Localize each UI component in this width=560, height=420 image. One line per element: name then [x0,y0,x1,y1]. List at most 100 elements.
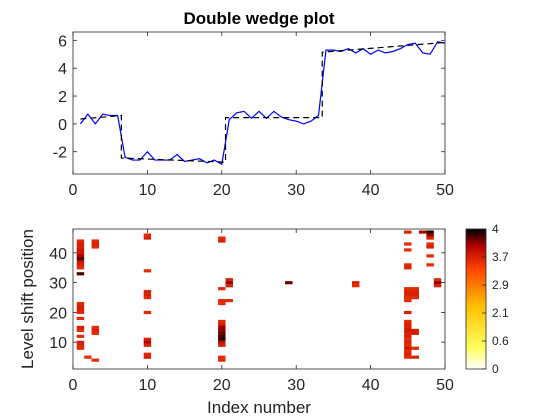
heatmap-cell [92,359,99,362]
x-tick-label: 50 [436,377,454,394]
heatmap-cell [77,254,84,257]
x-tick-label: 20 [213,182,231,199]
heatmap-cell [404,326,411,329]
x-tick-label: 0 [69,377,78,394]
heatmap-cell [426,242,433,245]
heatmap-cell [404,230,411,233]
heatmap-cell [404,311,411,314]
heatmap-cell [144,290,151,293]
y-tick-label: 6 [58,33,67,50]
heatmap-cell [77,326,84,329]
heatmap-cell [404,356,411,359]
heatmap-cell [404,353,411,356]
x-tick-label: 0 [69,182,78,199]
heatmap-cell [404,299,411,302]
heatmap-cell [77,266,84,269]
heatmap-cell [426,233,433,236]
heatmap-cell [218,341,225,344]
heatmap-cell [77,257,84,260]
heatmap-cell [77,242,84,245]
heatmap-cell [77,311,84,314]
heatmap-cell [77,245,84,248]
heatmap-cell [218,359,225,362]
heatmap-cell [92,245,99,248]
heatmap-cell [218,239,225,242]
heatmap-cell [144,341,151,344]
heatmap-cell [92,239,99,242]
heatmap-cell [77,341,84,344]
heatmap-cell [218,344,225,347]
x-tick-label: 50 [436,182,454,199]
heatmap-cell [144,356,151,359]
heatmap-cell [92,326,99,329]
y-tick-label: -2 [53,145,67,162]
heatmap-cell [77,272,84,275]
heatmap-cell [412,347,419,350]
heatmap-frame [73,229,445,369]
heatmap-cell [404,323,411,326]
colorbar-gradient [466,229,486,369]
colorbar-tick-label: 0 [492,362,499,376]
heatmap-cell [218,287,225,290]
y-tick-label: 40 [49,246,67,263]
colorbar-tick-label: 0.6 [492,334,509,348]
y-tick-label: 2 [58,89,67,106]
heatmap-cell [404,341,411,344]
heatmap-cell [404,320,411,323]
colorbar: 0 0.6 2.1 2.9 3.7 4 [466,222,509,376]
heatmap-cell [404,338,411,341]
heatmap-cell [218,338,225,341]
x-tick-label: 30 [287,182,305,199]
x-tick-label: 20 [213,377,231,394]
heatmap-cell [352,284,359,287]
heatmap-cell [404,329,411,332]
heatmap-cell [92,332,99,335]
heatmap-cell [218,332,225,335]
heatmap-cell [77,263,84,266]
heatmap-cell [144,233,151,236]
heatmap-cell [434,278,441,281]
y-tick-label: 4 [58,61,67,78]
heatmap-cell [92,329,99,332]
heatmap-cell [77,308,84,311]
y-tick-label: 30 [49,276,67,293]
line-plot: 0 10 20 30 40 50 -20246 [53,32,454,199]
heatmap-cell [434,284,441,287]
heatmap-cell [226,278,233,281]
heatmap-cell [404,344,411,347]
heatmap-cell [92,242,99,245]
colorbar-tick-label: 3.7 [492,250,509,264]
heatmap-cell [77,317,84,320]
heatmap-cell [84,356,91,359]
y-tick-label: 0 [58,117,67,134]
heatmap-cell [226,281,233,284]
heatmap-cell [144,311,151,314]
heatmap-cell [218,320,225,323]
heatmap-cell [412,329,419,332]
heatmap-cell [404,350,411,353]
heatmap-cell [412,287,419,290]
heatmap-cell [404,296,411,299]
heatmap-cell [404,290,411,293]
y-axis-label: Level shift position [18,229,37,369]
heatmap-cell [77,251,84,254]
heatmap-cell [218,329,225,332]
heatmap-cell [412,356,419,359]
heatmap-cell [412,332,419,335]
heatmap-cell [404,263,411,266]
heatmap-cell [434,281,441,284]
heatmap-cell [77,329,84,332]
heatmap-cell [144,269,151,272]
heatmap-cell [77,305,84,308]
x-tick-label: 40 [362,182,380,199]
heatmap-cell [144,293,151,296]
heatmap-cell [226,284,233,287]
heatmap-cell [218,236,225,239]
heatmap-cell [144,353,151,356]
heatmap-cell [218,302,225,305]
heatmap-cell [77,344,84,347]
heatmap-cell [218,299,225,302]
heatmap-cell [77,260,84,263]
heatmap-cell [404,266,411,269]
